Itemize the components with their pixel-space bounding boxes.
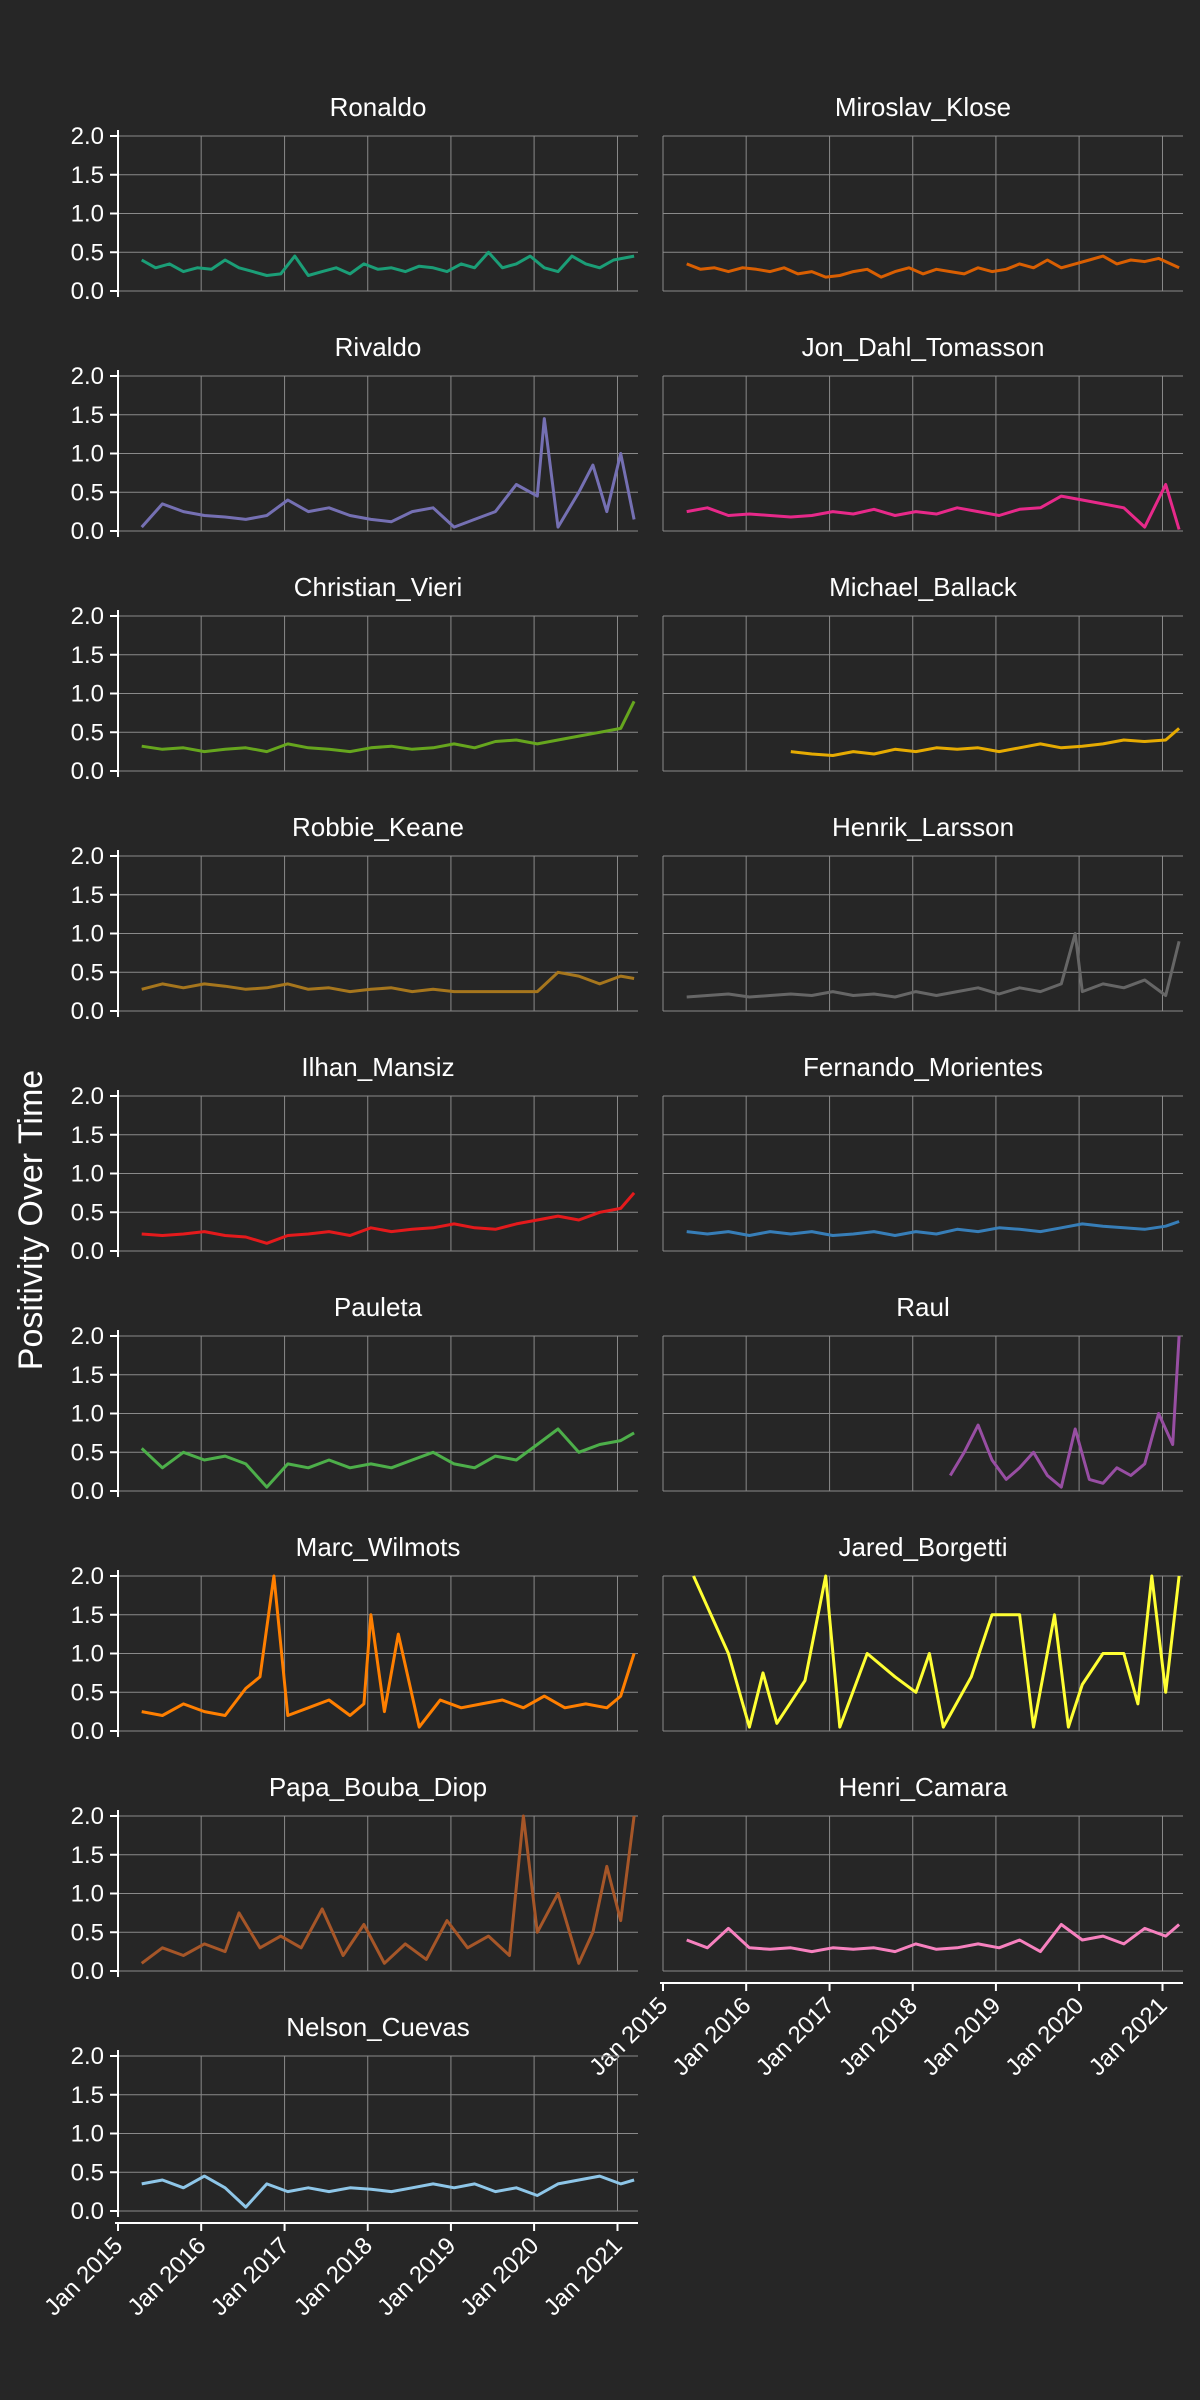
y-tick-label: 1.5 — [71, 1122, 104, 1149]
y-tick-label: 0.5 — [71, 1919, 104, 1946]
y-tick-label: 1.5 — [71, 1842, 104, 1869]
y-tick-label: 1.0 — [71, 441, 104, 468]
facet-panel: Henrik_Larsson — [662, 812, 1183, 1012]
facet-panel: Michael_Ballack — [662, 572, 1183, 772]
facet-panel: Raul — [662, 1292, 1183, 1492]
facet-panel: Fernando_Morientes — [662, 1052, 1183, 1252]
y-tick-label: 2.0 — [71, 123, 104, 150]
y-tick-label: 0.5 — [71, 719, 104, 746]
series-line — [141, 700, 636, 754]
y-tick-label: 1.0 — [71, 1161, 104, 1188]
panel-title: Ilhan_Mansiz — [301, 1052, 454, 1082]
facet-panel: Pauleta 0.0 0.5 1.0 1.5 2.0 — [71, 1292, 638, 1505]
series-line — [141, 1574, 636, 1729]
series-line — [692, 1574, 1181, 1729]
series-line — [686, 1923, 1181, 1954]
y-tick-label: 1.5 — [71, 162, 104, 189]
panel-title: Marc_Wilmots — [296, 1532, 461, 1562]
series-line — [686, 254, 1180, 279]
y-tick-label: 1.5 — [71, 1602, 104, 1629]
facet-panel: Miroslav_Klose — [662, 92, 1183, 292]
y-tick-label: 0.5 — [71, 2159, 104, 2186]
y-tick-label: 1.5 — [71, 642, 104, 669]
series-line — [141, 1191, 636, 1245]
y-tick-label: 2.0 — [71, 1083, 104, 1110]
facet-panel: Papa_Bouba_Diop 0.0 0.5 1.0 1.5 2.0 — [71, 1772, 638, 1985]
panel-title: Henri_Camara — [838, 1772, 1008, 1802]
y-tick-label: 2.0 — [71, 363, 104, 390]
y-tick-label: 1.5 — [71, 882, 104, 909]
panel-title: Nelson_Cuevas — [286, 2012, 470, 2042]
panel-title: Fernando_Morientes — [803, 1052, 1043, 1082]
y-tick-label: 2.0 — [71, 2043, 104, 2070]
y-tick-label: 0.0 — [71, 1958, 104, 1985]
series-line — [686, 483, 1181, 530]
y-tick-label: 1.5 — [71, 402, 104, 429]
y-tick-label: 1.0 — [71, 1881, 104, 1908]
panel-title: Rivaldo — [335, 332, 422, 362]
panel-title: Michael_Ballack — [829, 572, 1018, 602]
y-tick-label: 0.0 — [71, 1718, 104, 1745]
facet-panel: Ilhan_Mansiz 0.0 0.5 1.0 1.5 2.0 — [71, 1052, 638, 1265]
y-tick-label: 1.0 — [71, 921, 104, 948]
y-tick-label: 1.0 — [71, 201, 104, 228]
y-tick-label: 1.5 — [71, 1362, 104, 1389]
y-tick-label: 0.5 — [71, 1439, 104, 1466]
facet-panel: Jon_Dahl_Tomasson — [662, 332, 1183, 532]
y-tick-label: 0.0 — [71, 1238, 104, 1265]
facet-panel: Christian_Vieri 0.0 0.5 1.0 1.5 2.0 — [71, 572, 638, 785]
y-tick-label: 1.0 — [71, 2121, 104, 2148]
panel-title: Jon_Dahl_Tomasson — [802, 332, 1045, 362]
y-tick-label: 0.0 — [71, 278, 104, 305]
panel-title: Jared_Borgetti — [838, 1532, 1007, 1562]
y-tick-label: 0.0 — [71, 758, 104, 785]
panel-title: Miroslav_Klose — [835, 92, 1011, 122]
panel-title: Ronaldo — [330, 92, 427, 122]
y-tick-label: 0.0 — [71, 518, 104, 545]
panel-title: Raul — [896, 1292, 949, 1322]
y-tick-label: 2.0 — [71, 603, 104, 630]
series-line — [140, 1427, 635, 1489]
panel-title: Henrik_Larsson — [832, 812, 1014, 842]
facet-panel: Marc_Wilmots 0.0 0.5 1.0 1.5 2.0 — [71, 1532, 638, 1745]
y-tick-label: 2.0 — [71, 1803, 104, 1830]
y-tick-label: 2.0 — [71, 843, 104, 870]
y-tick-label: 1.0 — [71, 1401, 104, 1428]
y-axis-label: Positivity Over Time — [12, 1070, 50, 1370]
facet-panel: Ronaldo 0.0 0.5 1.0 1.5 2.0 — [71, 92, 638, 305]
y-tick-label: 2.0 — [71, 1563, 104, 1590]
y-tick-label: 0.5 — [71, 239, 104, 266]
panel-title: Christian_Vieri — [294, 572, 463, 602]
series-line — [686, 1220, 1180, 1237]
panel-title: Robbie_Keane — [292, 812, 464, 842]
series-line — [949, 1335, 1181, 1489]
panel-title: Papa_Bouba_Diop — [269, 1772, 487, 1802]
y-tick-label: 1.5 — [71, 2082, 104, 2109]
y-tick-label: 0.5 — [71, 479, 104, 506]
series-line — [141, 2174, 635, 2209]
y-tick-label: 0.5 — [71, 1679, 104, 1706]
y-tick-label: 0.0 — [71, 1478, 104, 1505]
series-line — [686, 932, 1181, 999]
series-line — [140, 250, 635, 277]
series-line — [140, 417, 636, 529]
series-line — [790, 727, 1181, 757]
facet-panel: Jared_Borgetti — [662, 1532, 1183, 1732]
y-tick-label: 2.0 — [71, 1323, 104, 1350]
panel-title: Pauleta — [334, 1292, 423, 1322]
y-tick-label: 1.0 — [71, 681, 104, 708]
y-tick-label: 0.5 — [71, 959, 104, 986]
series-line — [141, 970, 635, 994]
y-tick-label: 0.0 — [71, 2198, 104, 2225]
y-tick-label: 0.0 — [71, 998, 104, 1025]
series-line — [140, 1814, 636, 1965]
facet-panel: Rivaldo 0.0 0.5 1.0 1.5 2.0 — [71, 332, 638, 545]
facet-panel: Robbie_Keane 0.0 0.5 1.0 1.5 2.0 — [71, 812, 638, 1025]
y-tick-label: 1.0 — [71, 1641, 104, 1668]
y-tick-label: 0.5 — [71, 1199, 104, 1226]
